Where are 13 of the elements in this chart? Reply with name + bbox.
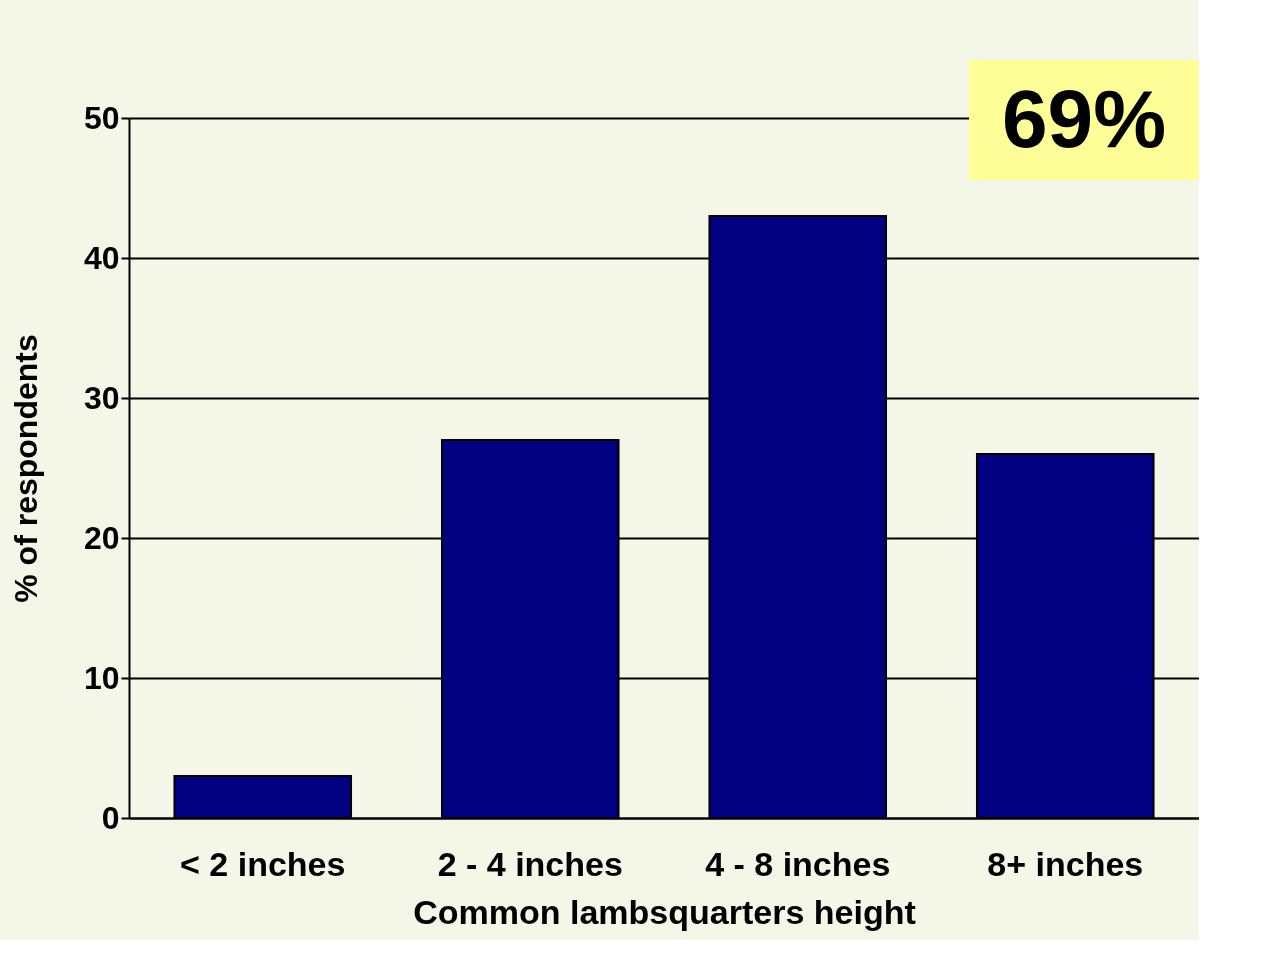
x-tick-label: 2 - 4 inches	[437, 844, 623, 883]
annotation: 69%	[1001, 73, 1167, 164]
x-tick-label: 8+ inches	[987, 844, 1144, 883]
x-tick-label: 4 - 8 inches	[705, 844, 891, 883]
y-axis-title: % of respondents	[7, 334, 44, 603]
x-tick-label: < 2 inches	[180, 844, 346, 883]
y-tick-label: 40	[83, 239, 120, 276]
y-tick-label: 50	[83, 99, 120, 136]
y-tick-label: 30	[83, 379, 120, 416]
x-axis-title: Common lambsquarters height	[413, 892, 916, 931]
y-tick-label: 0	[101, 799, 120, 836]
y-tick-label: 20	[83, 519, 120, 556]
y-tick-label: 10	[83, 659, 120, 696]
